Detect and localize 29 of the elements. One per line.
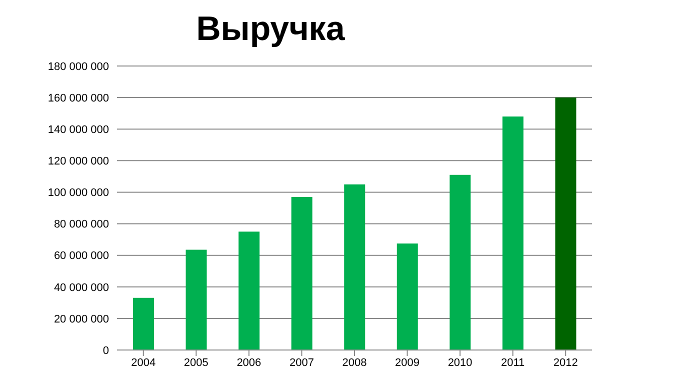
y-tick-label: 40 000 000: [54, 282, 109, 294]
y-tick-label: 60 000 000: [54, 250, 109, 262]
bar: [238, 232, 260, 350]
x-tick-label: 2006: [236, 356, 262, 369]
bar: [555, 98, 576, 350]
bar: [133, 298, 154, 350]
x-tick-label: 2005: [184, 356, 208, 369]
x-tick-label: 2008: [342, 356, 367, 369]
x-tick-label: 2007: [289, 356, 314, 369]
x-tick-label: 2004: [131, 356, 156, 369]
bar: [186, 250, 207, 350]
y-tick-label: 80 000 000: [54, 218, 109, 231]
bar: [344, 184, 366, 350]
bar: [502, 116, 524, 350]
bar: [450, 174, 471, 350]
x-tick-label: 2009: [395, 356, 420, 369]
y-tick-label: 160 000 000: [48, 92, 109, 104]
y-tick-label: 120 000 000: [48, 156, 109, 168]
y-tick-label: 0: [102, 344, 109, 357]
bar: [396, 244, 418, 350]
bar: [291, 196, 312, 350]
y-tick-label: 100 000 000: [48, 187, 109, 200]
x-tick-label: 2010: [448, 356, 472, 369]
y-tick-label: 140 000 000: [48, 124, 109, 136]
chart-title: Выручка: [195, 10, 346, 49]
y-tick-label: 180 000 000: [48, 60, 109, 73]
x-tick-label: 2011: [501, 356, 525, 369]
x-tick-label: 2012: [553, 356, 578, 369]
y-tick-label: 20 000 000: [54, 313, 109, 326]
